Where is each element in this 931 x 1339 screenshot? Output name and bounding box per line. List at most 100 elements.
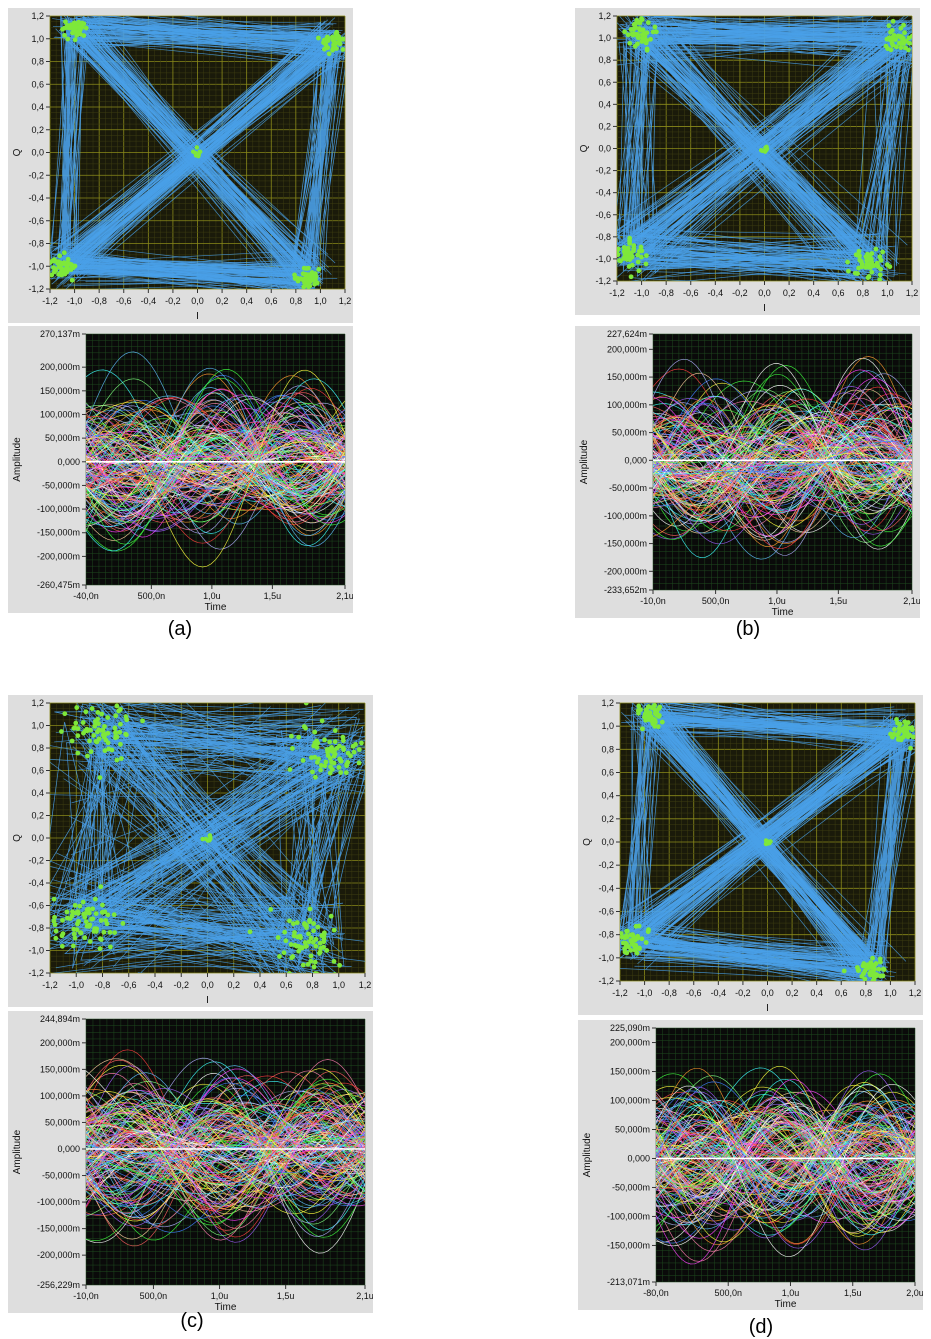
symbol-point [307, 918, 312, 923]
y-tick-label: 0,8 [31, 57, 44, 67]
x-tick-label: 1,5u [830, 596, 848, 606]
y-axis-label: Amplitude [12, 437, 23, 482]
x-tick-label: 1,2 [359, 980, 372, 990]
symbol-point [897, 722, 902, 727]
symbol-point [123, 732, 128, 737]
symbol-point [315, 741, 320, 746]
symbol-point [84, 919, 89, 924]
x-tick-label: -0,6 [121, 980, 137, 990]
symbol-point [635, 41, 640, 46]
symbol-point [629, 941, 634, 946]
y-tick-label: -213,071m [607, 1277, 650, 1287]
y-axis-label: Amplitude [12, 1129, 23, 1174]
symbol-point [330, 36, 335, 41]
symbol-point [901, 41, 906, 46]
symbol-point [624, 944, 629, 949]
symbol-point [289, 955, 294, 960]
symbol-point [289, 734, 294, 739]
symbol-point [305, 283, 310, 288]
symbol-point [304, 944, 309, 949]
symbol-point [887, 23, 892, 28]
symbol-point [637, 27, 642, 32]
symbol-point [889, 35, 894, 40]
symbol-point [62, 33, 67, 38]
y-tick-label: -200,000m [37, 1250, 80, 1260]
y-tick-label: 0,8 [601, 744, 614, 754]
symbol-point [337, 963, 342, 968]
symbol-point [288, 767, 293, 772]
symbol-point [108, 944, 113, 949]
symbol-point [845, 260, 850, 265]
x-tick-label: -0,6 [686, 988, 702, 998]
symbol-point [639, 255, 644, 260]
symbol-point [314, 937, 319, 942]
symbol-point [53, 922, 58, 927]
symbol-point [635, 951, 640, 956]
y-tick-label: -0,8 [598, 930, 614, 940]
symbol-point [289, 942, 294, 947]
y-axis-label: Amplitude [579, 439, 590, 484]
symbol-point [52, 915, 57, 920]
symbol-point [60, 27, 65, 32]
symbol-point [108, 930, 113, 935]
symbol-point [653, 711, 658, 716]
y-tick-label: -0,2 [28, 170, 44, 180]
symbol-point [644, 41, 649, 46]
symbol-point [59, 729, 64, 734]
symbol-point [140, 718, 145, 723]
symbol-point [334, 46, 339, 51]
symbol-point [337, 744, 342, 749]
symbol-point [640, 726, 645, 731]
symbol-point [629, 274, 634, 279]
x-tick-label: 1,0u [211, 1291, 229, 1301]
symbol-point [617, 258, 622, 263]
symbol-point [324, 948, 329, 953]
symbol-point [871, 263, 876, 268]
y-tick-label: 0,2 [31, 125, 44, 135]
symbol-point [869, 270, 874, 275]
y-tick-label: -100,000m [604, 511, 647, 521]
y-tick-label: 200,000m [610, 1038, 650, 1048]
x-tick-label: -1,2 [42, 296, 58, 306]
symbol-point [302, 922, 307, 927]
y-tick-label: 0,4 [598, 99, 611, 109]
symbol-point [878, 267, 883, 272]
x-tick-label: 0,6 [265, 296, 278, 306]
symbol-point [631, 33, 636, 38]
symbol-point [117, 730, 122, 735]
symbol-point [308, 959, 313, 964]
y-tick-label: 150,000m [610, 1067, 650, 1077]
symbol-point [313, 775, 318, 780]
symbol-point [328, 771, 333, 776]
caption-c: (c) [162, 1310, 222, 1333]
symbol-point [294, 944, 299, 949]
symbol-point [344, 770, 349, 775]
x-tick-label: 0,0 [201, 980, 214, 990]
symbol-point [98, 946, 103, 951]
symbol-point [312, 282, 317, 287]
x-tick-label: -0,6 [116, 296, 132, 306]
symbol-point [113, 726, 118, 731]
symbol-point [77, 904, 82, 909]
y-tick-label: -1,2 [598, 976, 614, 986]
symbol-point [88, 939, 93, 944]
symbol-point [357, 747, 362, 752]
y-tick-label: 50,000m [615, 1124, 650, 1134]
symbol-point [195, 145, 199, 149]
x-tick-label: 1,0u [203, 591, 221, 601]
symbol-point [83, 709, 88, 714]
symbol-point [627, 41, 632, 46]
symbol-point [327, 747, 332, 752]
symbol-point [71, 28, 76, 33]
y-tick-label: 150,000m [40, 386, 80, 396]
symbol-point [636, 711, 641, 716]
symbol-point [333, 739, 338, 744]
y-tick-label: 1,0 [31, 721, 44, 731]
symbol-point [90, 916, 95, 921]
symbol-point [335, 33, 340, 38]
x-tick-label: -80,0n [643, 1288, 669, 1298]
symbol-point [57, 253, 62, 258]
symbol-point [904, 721, 909, 726]
